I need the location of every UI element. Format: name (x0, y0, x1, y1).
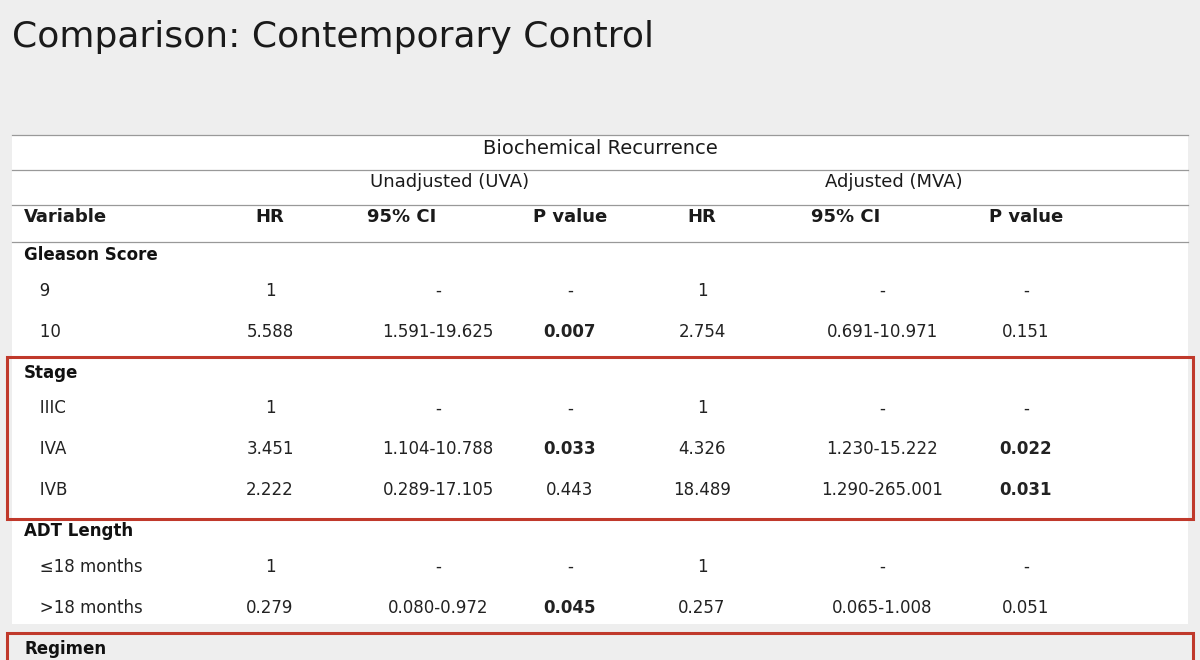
Text: 95% CI: 95% CI (367, 208, 437, 226)
Text: 1: 1 (265, 282, 275, 300)
Text: 5.588: 5.588 (246, 323, 294, 341)
Text: HR: HR (688, 208, 716, 226)
Text: -: - (568, 282, 572, 300)
Text: 1: 1 (265, 399, 275, 417)
Text: -: - (880, 399, 884, 417)
Text: 0.080-0.972: 0.080-0.972 (388, 599, 488, 616)
Text: 1: 1 (697, 282, 707, 300)
Text: 95% CI: 95% CI (811, 208, 881, 226)
Text: P value: P value (989, 208, 1063, 226)
Text: 2.754: 2.754 (678, 323, 726, 341)
Text: 10: 10 (24, 323, 61, 341)
Text: 0.151: 0.151 (1002, 323, 1050, 341)
Text: 18.489: 18.489 (673, 481, 731, 499)
Text: 1.104-10.788: 1.104-10.788 (383, 440, 493, 458)
Text: 2.222: 2.222 (246, 481, 294, 499)
Text: 0.065-1.008: 0.065-1.008 (832, 599, 932, 616)
Text: -: - (568, 558, 572, 576)
Text: Comparison: Contemporary Control: Comparison: Contemporary Control (12, 20, 654, 54)
Text: 0.443: 0.443 (546, 481, 594, 499)
Text: 0.007: 0.007 (544, 323, 596, 341)
Text: 0.031: 0.031 (1000, 481, 1052, 499)
Text: 0.289-17.105: 0.289-17.105 (383, 481, 493, 499)
Text: HR: HR (256, 208, 284, 226)
Text: -: - (436, 399, 440, 417)
Text: Stage: Stage (24, 364, 78, 381)
Text: 0.022: 0.022 (1000, 440, 1052, 458)
Text: -: - (880, 282, 884, 300)
Text: 0.045: 0.045 (544, 599, 596, 616)
Text: 0.051: 0.051 (1002, 599, 1050, 616)
Text: 0.691-10.971: 0.691-10.971 (827, 323, 937, 341)
Text: 0.279: 0.279 (246, 599, 294, 616)
Text: 4.326: 4.326 (678, 440, 726, 458)
Text: IVB: IVB (24, 481, 67, 499)
Text: 3.451: 3.451 (246, 440, 294, 458)
Text: 1.591-19.625: 1.591-19.625 (383, 323, 493, 341)
Text: -: - (1024, 282, 1028, 300)
Text: 0.033: 0.033 (544, 440, 596, 458)
Text: 1.230-15.222: 1.230-15.222 (826, 440, 938, 458)
Text: >18 months: >18 months (24, 599, 143, 616)
Text: 9: 9 (24, 282, 50, 300)
Text: 1: 1 (697, 399, 707, 417)
Text: P value: P value (533, 208, 607, 226)
Text: ≤18 months: ≤18 months (24, 558, 143, 576)
Text: 1.290-265.001: 1.290-265.001 (821, 481, 943, 499)
Text: 1: 1 (697, 558, 707, 576)
FancyBboxPatch shape (12, 135, 1188, 624)
Text: 0.257: 0.257 (678, 599, 726, 616)
Text: Regimen: Regimen (24, 640, 106, 657)
Text: IVA: IVA (24, 440, 66, 458)
Text: -: - (436, 558, 440, 576)
Text: -: - (436, 282, 440, 300)
Text: Adjusted (MVA): Adjusted (MVA) (826, 173, 962, 191)
Text: Variable: Variable (24, 208, 107, 226)
Text: 1: 1 (265, 558, 275, 576)
Text: Gleason Score: Gleason Score (24, 246, 157, 264)
Text: -: - (1024, 399, 1028, 417)
Text: IIIC: IIIC (24, 399, 66, 417)
Text: -: - (880, 558, 884, 576)
Text: -: - (1024, 558, 1028, 576)
Text: Biochemical Recurrence: Biochemical Recurrence (482, 139, 718, 158)
Text: ADT Length: ADT Length (24, 522, 133, 540)
Text: -: - (568, 399, 572, 417)
Text: Unadjusted (UVA): Unadjusted (UVA) (371, 173, 529, 191)
